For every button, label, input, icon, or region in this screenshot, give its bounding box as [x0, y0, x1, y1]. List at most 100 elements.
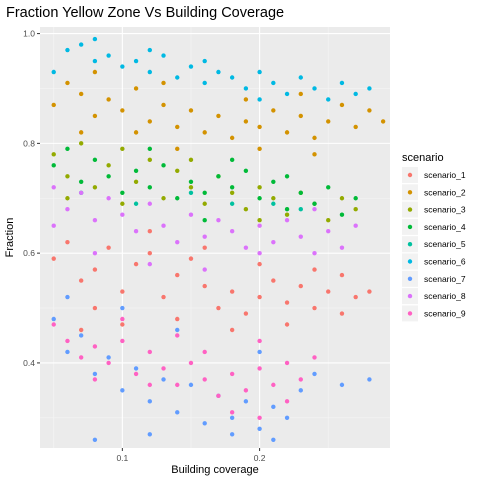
- data-point-scenario_2: [65, 80, 70, 86]
- y-axis-ticks: 0.4 0.6 0.8 1.0: [23, 29, 40, 368]
- data-point-scenario_1: [284, 300, 290, 305]
- data-point-scenario_4: [92, 157, 98, 163]
- data-point-scenario_8: [326, 228, 331, 234]
- data-point-scenario_6: [353, 91, 358, 97]
- data-point-scenario_7: [175, 327, 180, 333]
- data-point-scenario_8: [229, 228, 235, 234]
- data-point-scenario_7: [202, 421, 207, 426]
- legend-label-scenario_8: scenario_8: [424, 291, 466, 301]
- data-point-scenario_4: [202, 218, 207, 223]
- data-point-scenario_1: [120, 322, 125, 327]
- data-point-scenario_5: [188, 190, 194, 195]
- data-point-scenario_4: [339, 212, 345, 217]
- data-point-scenario_8: [175, 239, 180, 245]
- data-point-scenario_6: [284, 91, 290, 97]
- data-point-scenario_3: [65, 174, 70, 179]
- data-point-scenario_3: [133, 179, 139, 184]
- data-point-scenario_9: [51, 322, 56, 327]
- data-point-scenario_6: [257, 69, 262, 75]
- data-point-scenario_8: [92, 250, 98, 256]
- data-point-scenario_1: [120, 289, 125, 294]
- data-point-scenario_3: [188, 157, 194, 163]
- data-point-scenario_9: [133, 371, 139, 377]
- data-point-scenario_7: [229, 432, 235, 437]
- data-point-scenario_8: [257, 250, 262, 256]
- legend-label-scenario_3: scenario_3: [424, 205, 466, 215]
- data-point-scenario_2: [202, 130, 207, 135]
- x-tick-label: 0.1: [116, 453, 128, 463]
- data-point-scenario_8: [243, 245, 249, 250]
- data-point-scenario_7: [298, 388, 303, 393]
- data-point-scenario_1: [216, 305, 221, 311]
- data-point-scenario_6: [216, 69, 221, 75]
- legend-dot-scenario_2: [407, 190, 413, 195]
- data-point-scenario_6: [298, 75, 303, 80]
- y-tick-label: 0.8: [23, 138, 35, 148]
- data-point-scenario_2: [133, 86, 139, 91]
- data-point-scenario_3: [243, 207, 249, 212]
- data-point-scenario_2: [312, 135, 317, 141]
- data-point-scenario_1: [51, 256, 56, 261]
- data-point-scenario_6: [188, 64, 194, 69]
- data-point-scenario_3: [271, 196, 276, 201]
- data-point-scenario_7: [78, 333, 84, 338]
- plot-panel: [40, 27, 390, 448]
- legend-dot-scenario_5: [407, 242, 413, 247]
- data-point-scenario_7: [161, 377, 166, 382]
- data-point-scenario_8: [106, 196, 111, 201]
- data-point-scenario_3: [120, 201, 125, 206]
- data-point-scenario_2: [120, 108, 125, 113]
- data-point-scenario_2: [312, 152, 317, 157]
- data-point-scenario_5: [271, 201, 276, 206]
- data-point-scenario_2: [298, 113, 303, 119]
- data-points: [51, 36, 386, 442]
- data-point-scenario_4: [147, 146, 153, 152]
- data-point-scenario_7: [65, 349, 70, 355]
- data-point-scenario_8: [65, 207, 70, 212]
- data-point-scenario_1: [188, 256, 194, 261]
- data-point-scenario_1: [284, 322, 290, 327]
- legend-label-scenario_1: scenario_1: [424, 170, 466, 180]
- data-point-scenario_7: [367, 377, 372, 382]
- data-point-scenario_9: [271, 382, 276, 388]
- data-point-scenario_8: [51, 223, 56, 228]
- data-point-scenario_4: [51, 163, 56, 168]
- data-point-scenario_2: [78, 91, 84, 97]
- data-point-scenario_9: [175, 382, 180, 388]
- data-point-scenario_6: [326, 97, 331, 102]
- data-point-scenario_8: [216, 218, 221, 223]
- x-axis-ticks: 0.1 0.2: [116, 448, 266, 463]
- data-point-scenario_1: [147, 250, 153, 256]
- legend-dot-scenario_4: [407, 224, 413, 230]
- data-point-scenario_8: [339, 245, 345, 250]
- data-point-scenario_1: [271, 278, 276, 283]
- data-point-scenario_1: [161, 294, 166, 300]
- data-point-scenario_4: [106, 174, 111, 179]
- data-point-scenario_2: [147, 119, 153, 124]
- y-tick-label: 0.4: [23, 358, 35, 368]
- data-point-scenario_9: [202, 349, 207, 355]
- data-point-scenario_7: [188, 382, 194, 388]
- legend-dot-scenario_9: [407, 311, 413, 316]
- data-point-scenario_1: [298, 283, 303, 289]
- data-point-scenario_2: [161, 80, 166, 86]
- data-point-scenario_1: [92, 267, 98, 272]
- data-point-scenario_6: [65, 47, 70, 53]
- data-point-scenario_8: [133, 228, 139, 234]
- data-point-scenario_7: [92, 371, 98, 377]
- data-point-scenario_8: [78, 190, 84, 195]
- data-point-scenario_4: [326, 185, 331, 190]
- data-point-scenario_9: [175, 333, 180, 338]
- x-axis-title: Building coverage: [171, 464, 258, 476]
- data-point-scenario_1: [78, 278, 84, 283]
- data-point-scenario_9: [65, 338, 70, 344]
- data-point-scenario_4: [161, 163, 166, 168]
- data-point-scenario_1: [78, 327, 84, 333]
- x-tick-label: 0.2: [254, 453, 266, 463]
- data-point-scenario_9: [284, 360, 290, 366]
- data-point-scenario_8: [120, 212, 125, 217]
- y-tick-label: 1.0: [23, 29, 35, 39]
- data-point-scenario_4: [298, 190, 303, 195]
- data-point-scenario_7: [284, 415, 290, 421]
